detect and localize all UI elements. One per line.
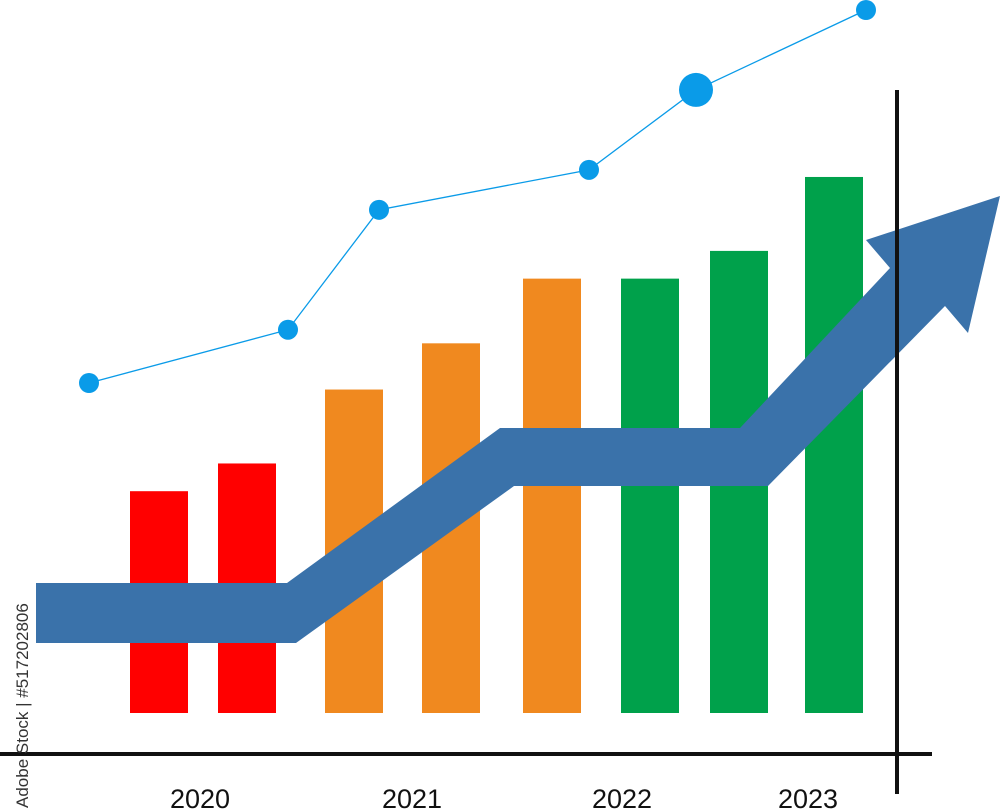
x-tick-label: 2023 xyxy=(778,784,838,812)
x-tick-label: 2022 xyxy=(592,784,652,812)
trend-arrow xyxy=(36,196,1000,643)
bar xyxy=(523,278,581,713)
x-tick-label: 2021 xyxy=(382,784,442,812)
line-point xyxy=(79,373,99,393)
bar xyxy=(805,176,863,713)
line-point xyxy=(856,0,876,20)
bar xyxy=(621,278,679,713)
line-series-path xyxy=(88,9,867,384)
line-point xyxy=(369,199,389,220)
line-point xyxy=(579,159,599,180)
x-tick-label: 2020 xyxy=(170,784,230,812)
watermark-text: Adobe Stock | #517202806 xyxy=(13,603,32,808)
bars xyxy=(130,176,863,713)
line-series xyxy=(79,0,876,393)
line-point xyxy=(278,319,298,340)
line-point xyxy=(679,72,713,107)
x-axis-labels: 2020 2021 2022 2023 xyxy=(170,784,838,812)
